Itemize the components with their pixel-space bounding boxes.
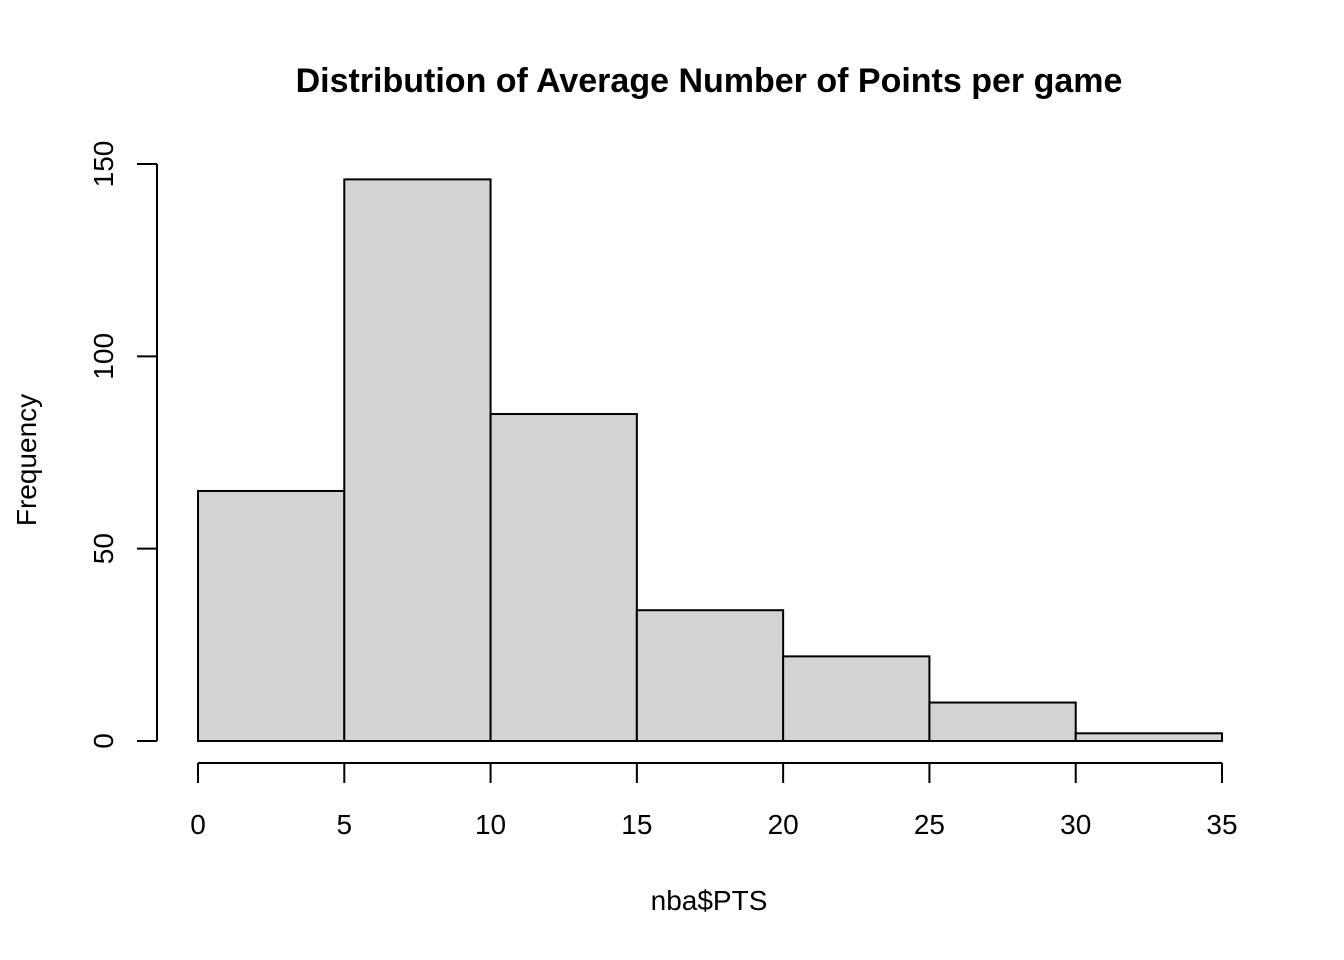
histogram-bars bbox=[197, 178, 1223, 743]
chart-title: Distribution of Average Number of Points… bbox=[296, 62, 1123, 100]
histogram-bar-2 bbox=[343, 178, 492, 743]
x-tick-label: 0 bbox=[190, 809, 206, 840]
x-axis-label: nba$PTS bbox=[651, 885, 768, 916]
histogram-bar-4 bbox=[635, 609, 785, 742]
y-tick-label: 50 bbox=[88, 533, 119, 564]
x-tick-label: 10 bbox=[475, 809, 506, 840]
y-tick-label: 150 bbox=[88, 141, 119, 188]
x-tick-label: 20 bbox=[768, 809, 799, 840]
histogram-bar-1 bbox=[197, 489, 346, 743]
x-tick-label: 35 bbox=[1206, 809, 1237, 840]
y-tick-label: 0 bbox=[88, 733, 119, 749]
x-axis: 0 5 10 15 20 25 30 35 bbox=[190, 762, 1238, 840]
x-tick-label: 5 bbox=[336, 809, 352, 840]
x-tick-label: 25 bbox=[914, 809, 945, 840]
histogram-bar-3 bbox=[489, 413, 638, 742]
histogram-bar-7 bbox=[1074, 732, 1223, 742]
x-tick-label: 30 bbox=[1060, 809, 1091, 840]
x-tick-label: 15 bbox=[621, 809, 652, 840]
y-axis-label: Frequency bbox=[11, 394, 42, 526]
y-tick-label: 100 bbox=[88, 333, 119, 380]
y-axis: 0 50 100 150 bbox=[88, 141, 158, 749]
histogram-bar-5 bbox=[782, 655, 931, 743]
histogram-bar-6 bbox=[928, 701, 1077, 742]
